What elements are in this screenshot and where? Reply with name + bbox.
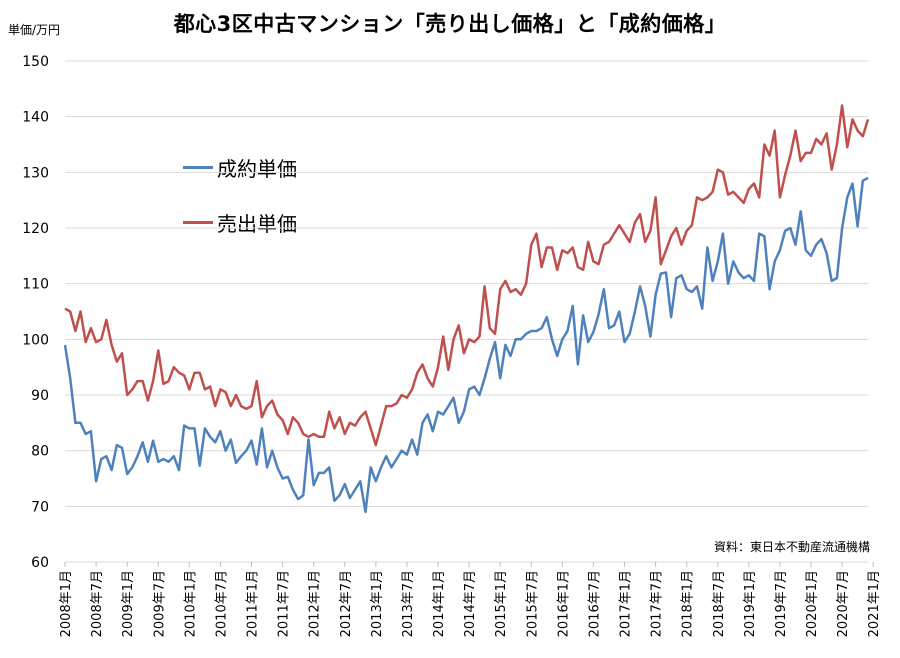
chart-title: 都心3区中古マンション「売り出し価格」と「成約価格」	[173, 12, 727, 36]
x-tick-label: 2014年1月	[432, 570, 447, 637]
y-tick-label-150: 150	[22, 54, 49, 70]
y-tick-label-120: 120	[22, 221, 49, 237]
legend-item-asking: 売出単価	[183, 208, 297, 237]
series-line-contract-price	[63, 176, 869, 514]
x-tick-label: 2013年1月	[370, 570, 385, 637]
x-tick-label: 2021年1月	[867, 570, 882, 637]
x-tick-label: 2015年7月	[525, 570, 540, 637]
x-tick-label: 2019年7月	[774, 570, 789, 637]
y-tick-label-90: 90	[31, 388, 49, 404]
series-line-asking-price	[64, 104, 870, 447]
y-tick-label-70: 70	[31, 499, 49, 515]
x-tick-label: 2015年1月	[494, 570, 509, 637]
x-tick-label: 2012年1月	[308, 570, 323, 637]
legend-line-contract	[183, 166, 213, 169]
x-tick-label: 2018年7月	[712, 570, 727, 637]
x-tick-label: 2011年1月	[246, 570, 261, 637]
y-tick-label-110: 110	[22, 277, 49, 293]
y-tick-label-130: 130	[22, 165, 49, 181]
y-tick-label-80: 80	[31, 444, 49, 460]
x-tick-label: 2008年7月	[90, 570, 105, 637]
legend-label-asking: 売出単価	[217, 212, 297, 236]
x-tick-label: 2018年1月	[681, 570, 696, 637]
x-tick-label: 2010年7月	[214, 570, 229, 637]
y-axis-unit-label: 単価/万円	[8, 23, 61, 37]
y-tick-label-100: 100	[22, 332, 49, 348]
x-tick-label: 2013年7月	[401, 570, 416, 637]
x-tick-label: 2017年1月	[619, 570, 634, 637]
legend-label-contract: 成約単価	[217, 157, 297, 181]
x-tick-label: 2019年1月	[743, 570, 758, 637]
x-tick-label: 2017年7月	[650, 570, 665, 637]
x-tick-label: 2020年1月	[805, 570, 820, 637]
x-tick-label: 2009年7月	[152, 570, 167, 637]
x-tick-label: 2011年7月	[277, 570, 292, 637]
y-tick-label-60: 60	[31, 555, 49, 571]
legend-line-asking	[183, 221, 213, 224]
x-tick-label: 2012年7月	[339, 570, 354, 637]
x-tick-label: 2016年7月	[587, 570, 602, 637]
x-tick-label: 2008年1月	[59, 570, 74, 637]
x-tick-label: 2009年1月	[121, 570, 136, 637]
x-tick-label: 2010年1月	[183, 570, 198, 637]
x-tick-label: 2014年7月	[463, 570, 478, 637]
x-tick-label: 2016年1月	[556, 570, 571, 637]
y-tick-label-140: 140	[22, 110, 49, 126]
legend-item-contract: 成約単価	[183, 153, 297, 182]
source-note: 資料：東日本不動産流通機構	[713, 540, 870, 554]
x-tick-label: 2020年7月	[836, 570, 851, 637]
